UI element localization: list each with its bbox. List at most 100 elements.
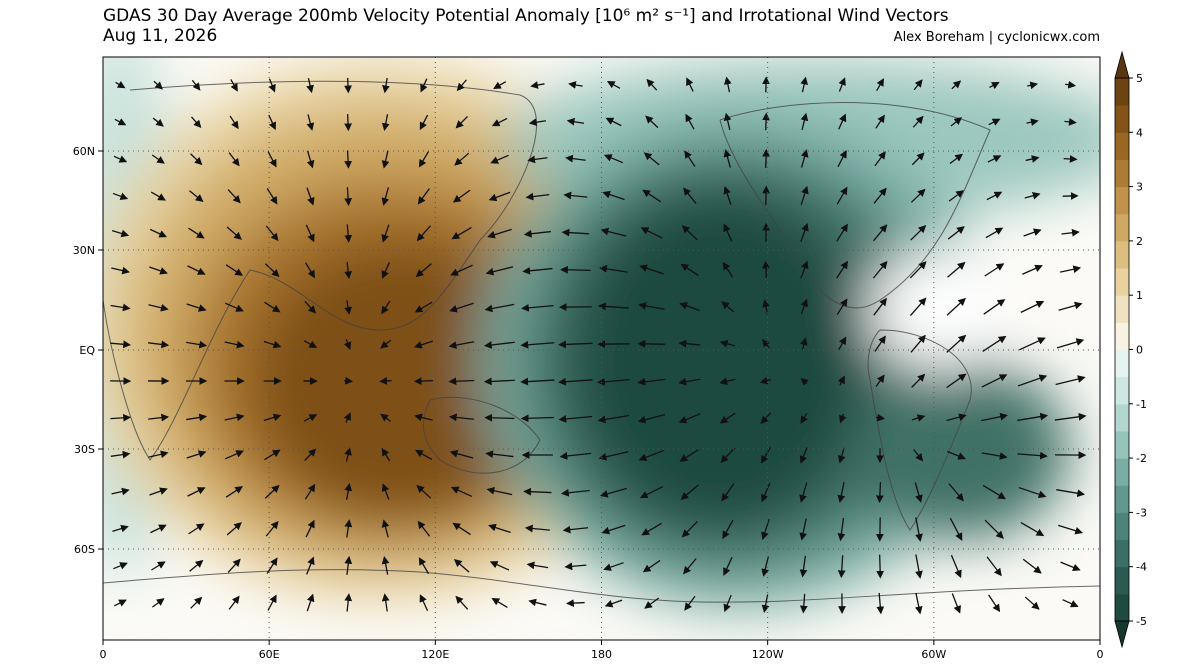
wind-arrow <box>723 594 732 613</box>
wind-arrow <box>678 413 701 424</box>
wind-arrow <box>114 118 127 126</box>
wind-arrow <box>838 77 846 92</box>
colorbar-band <box>1115 485 1129 513</box>
wind-arrow <box>761 594 770 613</box>
wind-arrow <box>453 559 470 573</box>
colorbar-band <box>1115 240 1129 269</box>
wind-arrow <box>452 522 471 536</box>
wind-arrow <box>225 264 243 276</box>
wind-arrow <box>452 189 471 203</box>
wind-arrow <box>305 262 316 279</box>
wind-arrow <box>568 81 583 89</box>
wind-arrow <box>450 486 473 498</box>
colorbar-band <box>1115 593 1129 622</box>
wind-arrow <box>836 223 848 242</box>
colorbar-band <box>1115 268 1129 296</box>
wind-arrow <box>344 224 353 243</box>
wind-arrow <box>1022 558 1042 574</box>
wind-arrow <box>264 263 280 278</box>
wind-arrow <box>722 519 734 540</box>
colorbar-tick-label: -4 <box>1136 561 1147 574</box>
wind-arrow <box>304 483 316 500</box>
wind-arrow <box>187 265 206 275</box>
wind-arrow <box>987 155 1002 163</box>
wind-arrow <box>224 340 245 349</box>
wind-arrow <box>799 482 808 503</box>
wind-arrow <box>1017 412 1049 422</box>
wind-arrow <box>837 555 846 579</box>
colorbar-band <box>1115 566 1129 595</box>
wind-arrow <box>565 154 586 163</box>
wind-arrow <box>837 336 847 351</box>
colorbar-band <box>1115 512 1129 541</box>
wind-arrow <box>487 228 512 239</box>
wind-arrow <box>344 519 353 538</box>
wind-arrow <box>187 487 206 497</box>
wind-arrow <box>914 482 923 503</box>
wind-arrow <box>564 562 587 571</box>
wind-arrow <box>450 264 473 276</box>
wind-arrow <box>381 150 390 169</box>
wind-arrow <box>641 522 662 536</box>
wind-arrow <box>225 450 244 460</box>
wind-arrow <box>493 81 507 90</box>
wind-arrow <box>227 189 241 204</box>
wind-arrow <box>911 373 926 388</box>
wind-arrow <box>189 559 204 572</box>
wind-arrow <box>760 447 771 464</box>
wind-arrow <box>800 412 808 424</box>
wind-arrow <box>602 190 625 201</box>
wind-arrow <box>344 593 353 612</box>
wind-arrow <box>646 78 658 91</box>
wind-arrow <box>600 227 627 237</box>
colorbar-tick-label: 4 <box>1136 126 1143 139</box>
wind-arrow <box>153 80 163 90</box>
wind-arrow <box>723 223 733 242</box>
wind-arrow <box>413 377 433 386</box>
wind-arrow <box>981 412 1008 422</box>
wind-arrow <box>836 186 848 205</box>
wind-arrow <box>762 299 770 314</box>
wind-arrow <box>719 412 736 424</box>
wind-arrow <box>872 224 888 242</box>
wind-arrow <box>947 450 966 460</box>
wind-arrow <box>488 191 511 202</box>
wind-arrow <box>303 414 318 422</box>
wind-arrow <box>304 300 317 314</box>
wind-arrow <box>560 265 591 274</box>
wind-arrow <box>1024 191 1041 200</box>
colorbar-tick-label: -2 <box>1136 452 1147 465</box>
wind-arrow <box>915 517 923 542</box>
wind-arrow <box>679 448 700 462</box>
wind-arrow <box>559 452 592 460</box>
wind-arrow <box>876 78 884 92</box>
wind-arrow <box>486 486 513 496</box>
wind-arrow <box>910 188 926 203</box>
wind-arrow <box>148 450 169 459</box>
wind-arrow <box>343 338 352 351</box>
colorbar-band <box>1115 376 1129 405</box>
wind-arrow <box>762 148 770 168</box>
wind-arrow <box>110 303 131 312</box>
wind-arrow <box>1023 228 1042 237</box>
wind-arrow <box>1025 155 1040 163</box>
wind-arrow <box>491 117 508 127</box>
wind-arrow <box>419 114 429 131</box>
wind-arrow <box>1019 337 1046 351</box>
wind-arrow <box>191 116 202 129</box>
wind-arrow <box>455 595 469 610</box>
wind-arrow <box>875 114 885 129</box>
wind-arrow <box>721 483 735 502</box>
wind-arrow <box>344 447 352 462</box>
wind-arrow <box>947 226 965 240</box>
wind-arrow <box>837 517 846 542</box>
wind-arrow <box>800 377 809 386</box>
wind-arrow <box>723 112 732 131</box>
wind-arrow <box>761 556 770 577</box>
wind-arrow <box>151 154 165 164</box>
wind-arrow <box>683 558 697 575</box>
wind-arrow <box>264 449 281 461</box>
wind-arrow <box>720 447 736 463</box>
wind-arrow <box>224 302 244 312</box>
wind-arrow <box>228 152 240 167</box>
